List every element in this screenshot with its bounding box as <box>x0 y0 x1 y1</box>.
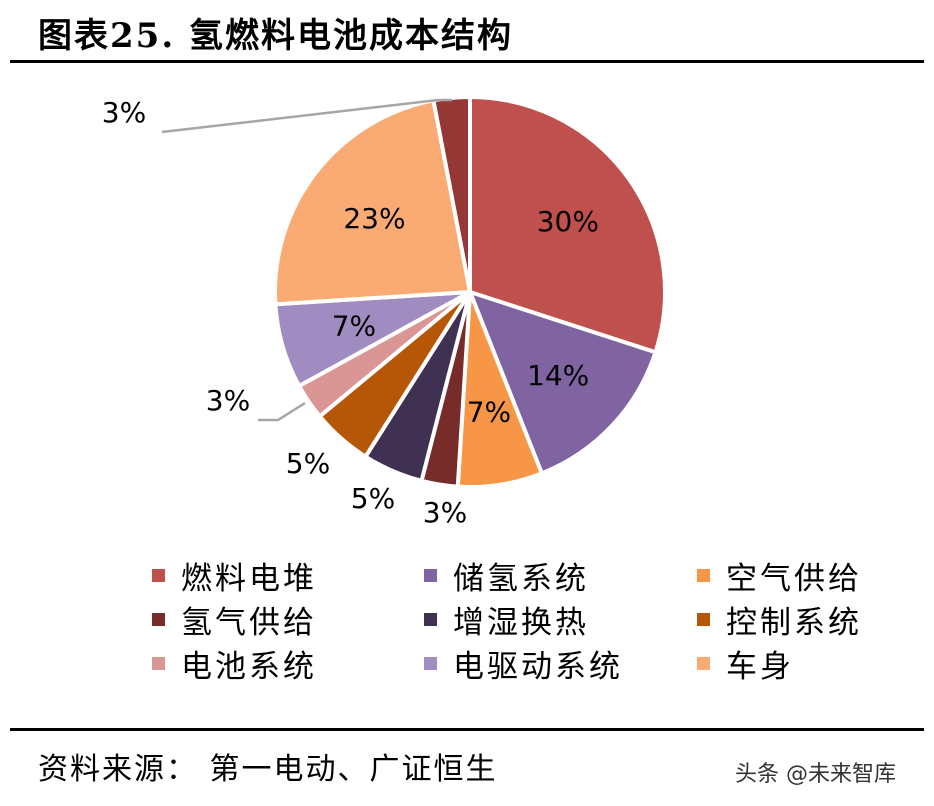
legend-swatch <box>424 568 437 582</box>
legend-item: 增湿换热 <box>424 599 589 641</box>
legend-label: 空气供给 <box>726 560 862 597</box>
slice-label-7: 3% <box>206 384 250 417</box>
legend-label: 电驱动系统 <box>453 648 623 685</box>
legend-label: 储氢系统 <box>453 560 589 597</box>
legend-label: 增湿换热 <box>453 604 589 641</box>
legend-item: 燃料电堆 <box>152 555 317 597</box>
legend-label: 氢气供给 <box>181 604 317 641</box>
pie-slice-2 <box>466 288 658 476</box>
legend-swatch <box>424 656 437 670</box>
legend-label: 车身 <box>726 648 794 685</box>
chart-title: 图表25. 氢燃料电池成本结构 <box>38 16 513 56</box>
pie-slice-1 <box>468 94 667 355</box>
legend-item: 电驱动系统 <box>424 643 623 685</box>
slice-label-1: 30% <box>537 205 599 238</box>
legend-item: 空气供给 <box>697 555 862 597</box>
legend-swatch <box>424 612 437 626</box>
leader-line-10 <box>161 98 452 134</box>
legend-item: 电池系统 <box>152 643 317 685</box>
watermark: 头条 @未来智库 <box>735 762 896 787</box>
source-note: 资料来源： 第一电动、广证恒生 <box>38 752 498 787</box>
legend-swatch <box>152 656 165 670</box>
slice-label-3: 7% <box>467 395 511 428</box>
footer-divider <box>10 728 924 731</box>
slice-label-6: 5% <box>286 447 330 480</box>
legend-item: 控制系统 <box>697 599 862 641</box>
slice-label-9: 23% <box>343 202 405 235</box>
legend-item: 车身 <box>697 643 794 685</box>
legend-item: 储氢系统 <box>424 555 589 597</box>
slice-label-2: 14% <box>527 359 589 392</box>
slice-label-10: 3% <box>102 96 146 129</box>
legend-swatch <box>697 612 710 626</box>
slice-label-5: 5% <box>351 482 395 515</box>
legend-swatch <box>152 568 165 582</box>
legend-label: 电池系统 <box>181 648 317 685</box>
slice-label-8: 7% <box>332 310 376 343</box>
legend-label: 控制系统 <box>726 604 862 641</box>
legend-swatch <box>697 568 710 582</box>
pie-slice-9 <box>273 98 473 307</box>
slice-label-4: 3% <box>423 496 467 529</box>
legend-label: 燃料电堆 <box>181 560 317 597</box>
legend-swatch <box>697 656 710 670</box>
title-divider <box>10 60 924 63</box>
leader-line-7 <box>258 401 306 422</box>
legend-swatch <box>152 612 165 626</box>
pie-chart: 30% 14% 7% 3% 5% 5% 3% 7% 23% 3% <box>102 94 667 529</box>
legend-item: 氢气供给 <box>152 599 317 641</box>
